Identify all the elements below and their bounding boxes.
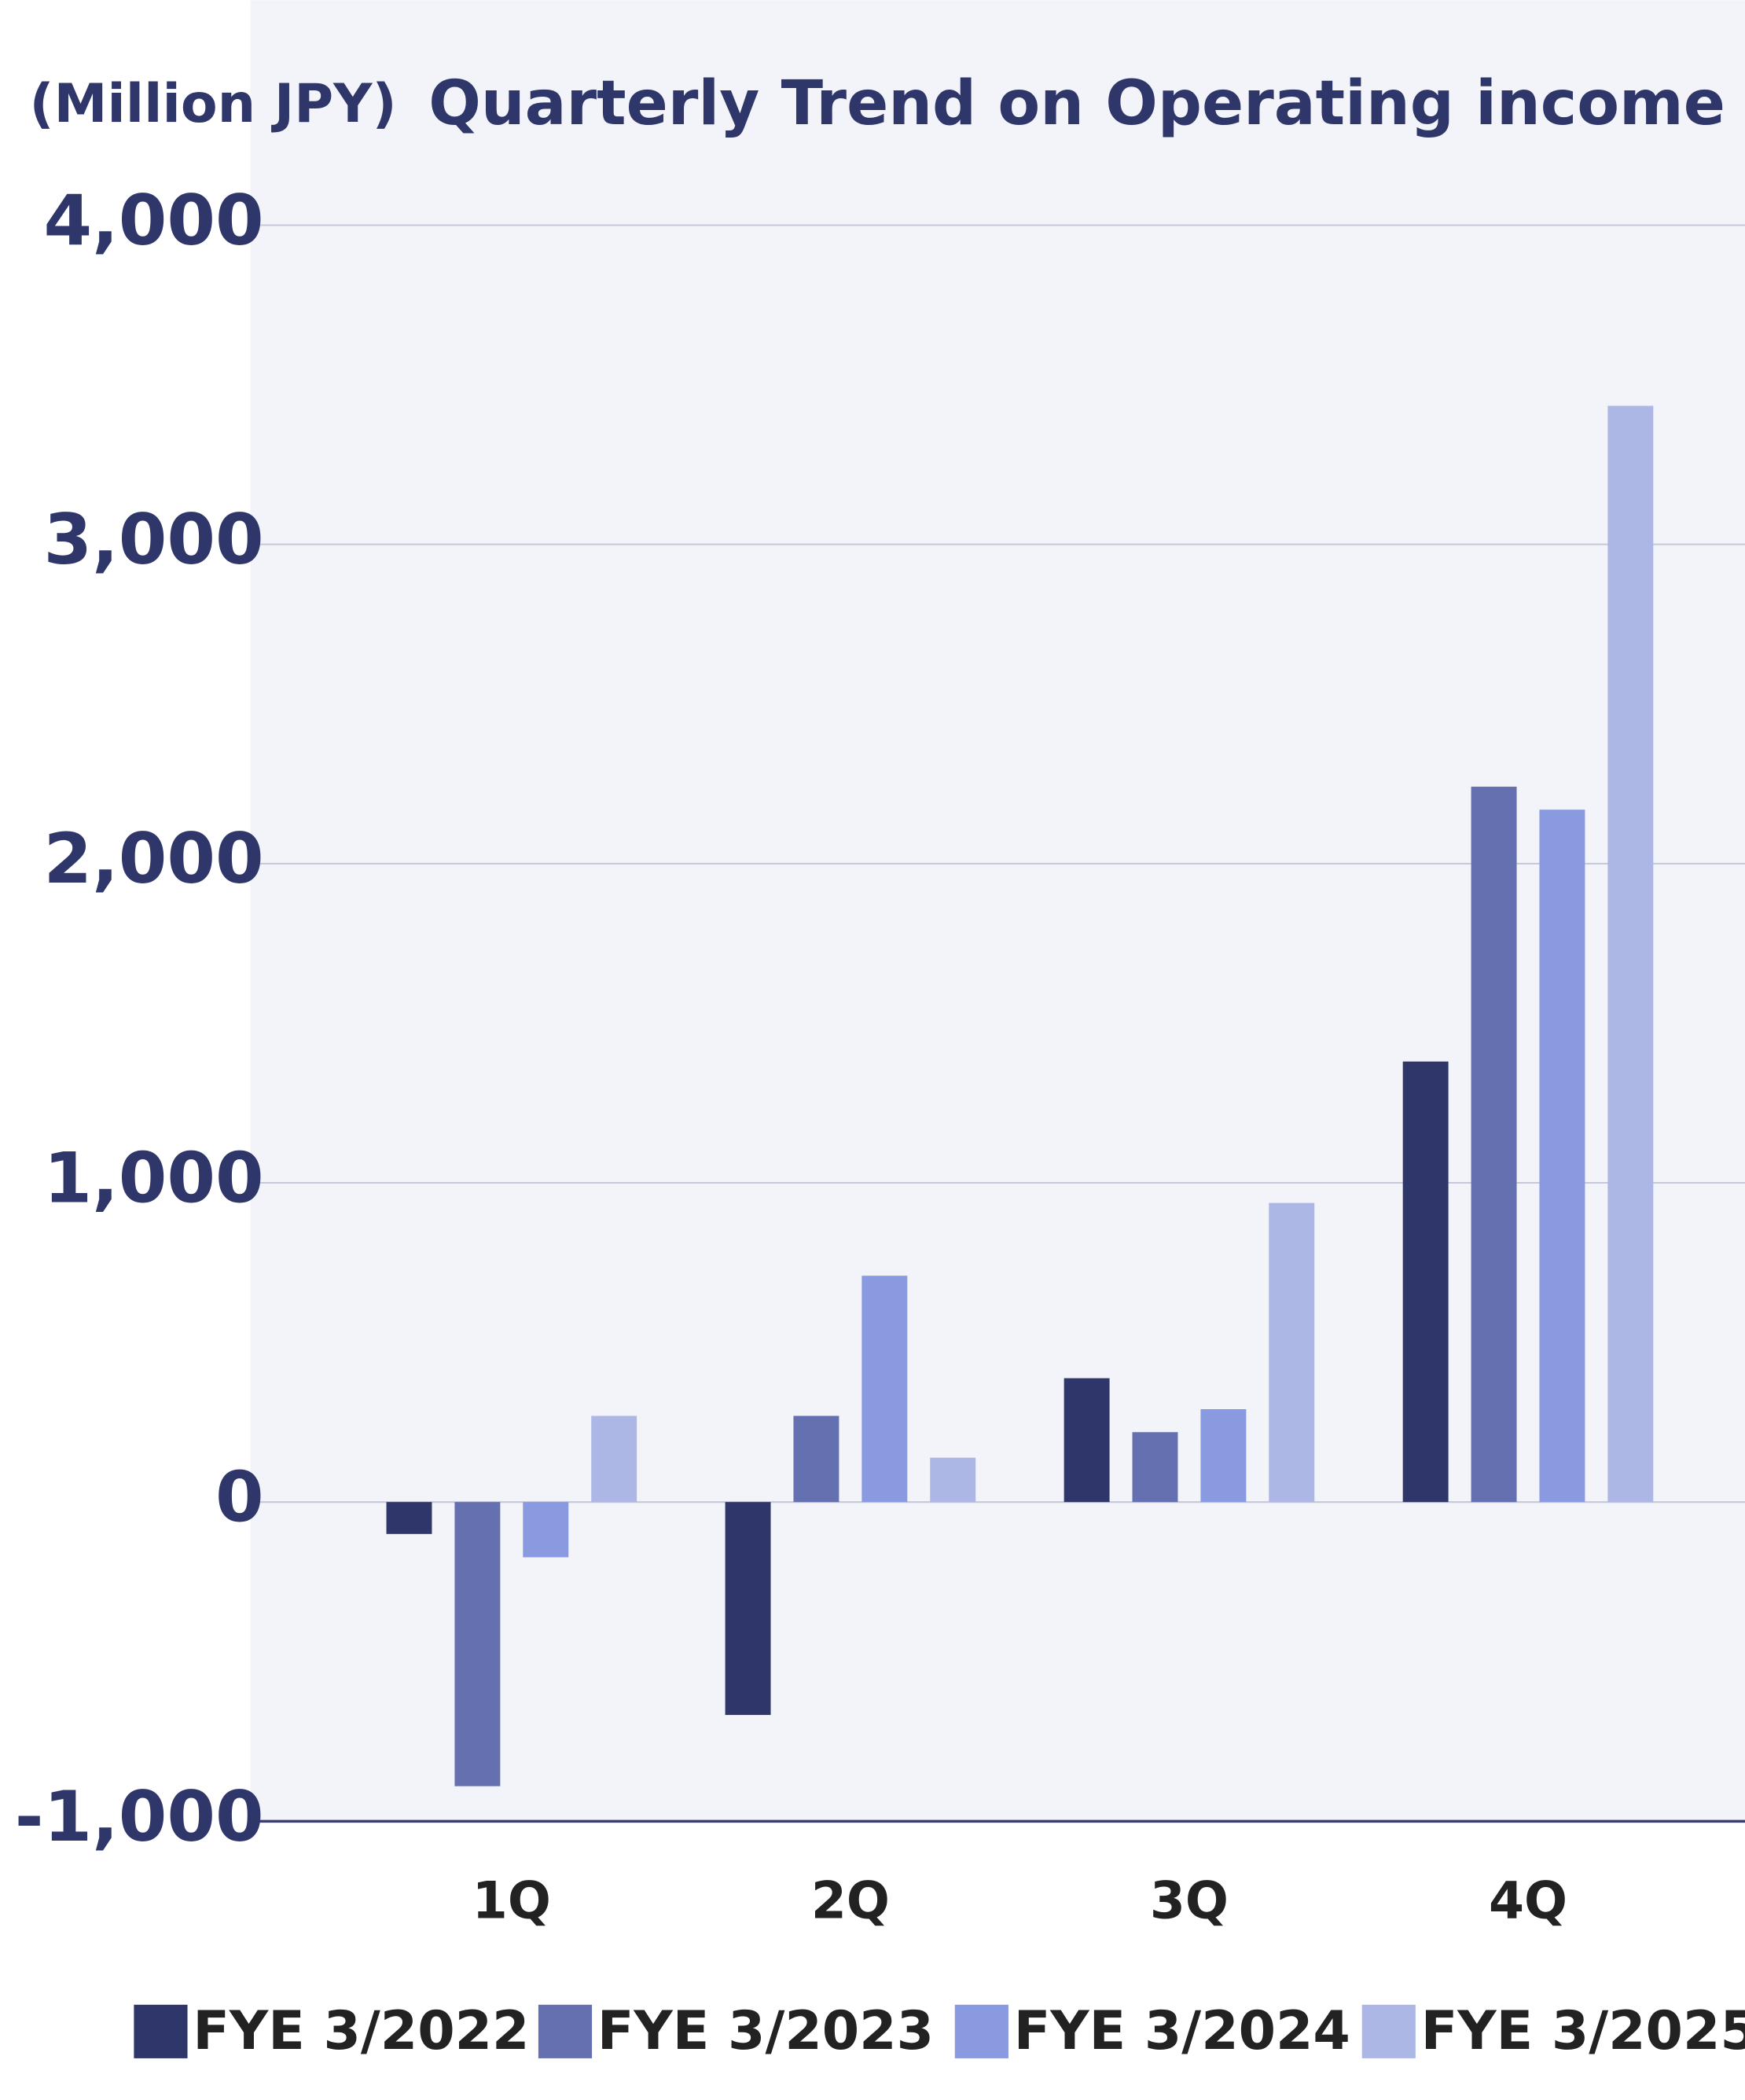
x-tick-label: 4Q xyxy=(1489,1872,1567,1931)
legend-swatch xyxy=(538,2004,593,2058)
bar xyxy=(1269,1202,1315,1503)
y-axis-label: (Million JPY) xyxy=(29,73,396,135)
bar xyxy=(1402,1061,1449,1503)
chart-title: Quarterly Trend on Operating income xyxy=(428,68,1725,139)
y-tick-label: 1,000 xyxy=(43,1137,263,1218)
legend-label: FYE 3/2024 xyxy=(1014,2000,1350,2062)
bar xyxy=(1064,1378,1110,1503)
bar xyxy=(454,1502,501,1786)
x-tick-label: 1Q xyxy=(472,1872,551,1931)
legend-swatch xyxy=(1361,2004,1416,2058)
bar xyxy=(793,1415,839,1503)
bar xyxy=(930,1457,976,1503)
y-tick-label: -1,000 xyxy=(15,1776,264,1857)
legend-swatch xyxy=(134,2004,188,2058)
y-tick-label: 2,000 xyxy=(43,818,263,899)
bar xyxy=(1200,1408,1247,1503)
bar xyxy=(591,1415,637,1503)
bar xyxy=(725,1502,771,1716)
y-tick-label: 0 xyxy=(215,1457,264,1538)
legend-label: FYE 3/2023 xyxy=(597,2000,934,2062)
x-tick-label: 3Q xyxy=(1150,1872,1229,1931)
bar xyxy=(386,1502,432,1534)
bar xyxy=(1471,786,1517,1503)
legend-label: FYE 3/2025 xyxy=(1421,2000,1745,2062)
y-tick-label: 3,000 xyxy=(43,499,263,580)
bar xyxy=(1132,1432,1178,1503)
legend-label: FYE 3/2022 xyxy=(193,2000,529,2062)
legend-swatch xyxy=(954,2004,1008,2058)
bar xyxy=(1607,406,1654,1503)
bar xyxy=(1539,810,1585,1503)
bar xyxy=(861,1276,908,1503)
bar xyxy=(523,1502,569,1558)
x-tick-label: 2Q xyxy=(811,1872,890,1931)
y-tick-label: 4,000 xyxy=(43,180,263,261)
